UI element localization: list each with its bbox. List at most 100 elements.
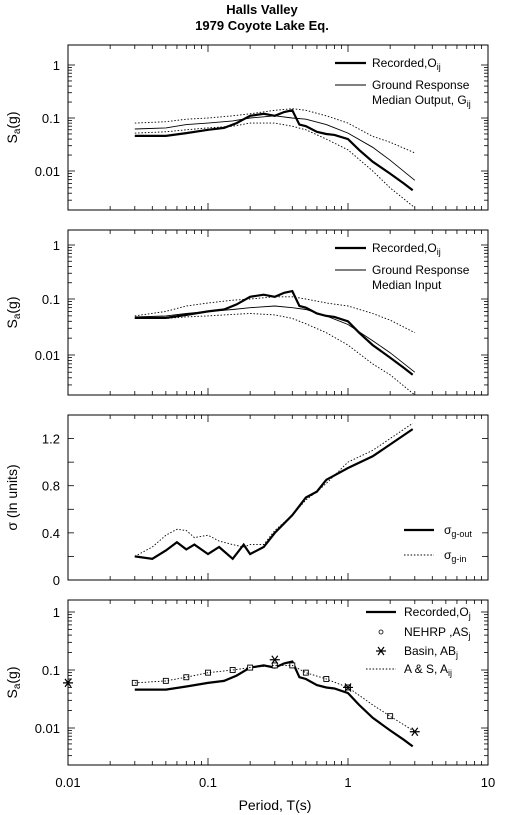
y-tick-label: 0.1 [42,111,60,126]
series-3 [134,296,416,334]
legend-label: σg-out [444,523,472,539]
y-axis-label-s: S [4,689,20,698]
series-line [134,313,416,396]
legend-label-sub: ij [437,62,441,72]
series-line [134,305,416,373]
y-axis-label-s: S [4,319,20,328]
legend-label-main: σ [444,523,452,537]
legend-label-sub: ij [448,668,452,678]
y-axis-label: σ (ln units) [4,464,20,530]
plot-frame [67,44,489,211]
legend-label: Ground Response [372,78,470,92]
legend-label: Recorded,Oij [372,56,441,72]
legend-label-main: A & S, A [404,662,448,676]
y-axis-label-sub: a [12,683,23,689]
series-3 [134,108,415,154]
legend-swatch-star [376,646,386,656]
y-axis-label: Sa(g) [4,296,23,328]
data-point-square [183,674,190,681]
series-line [134,109,414,192]
legend-label-sub: ij [437,247,441,257]
x-tick-label: 0.01 [55,775,80,790]
series-2 [134,305,416,373]
y-tick-label: 0.1 [42,663,60,678]
legend-label-main: Ground Response [372,78,470,92]
data-point-square [131,679,138,686]
y-axis-label: Sa(g) [4,666,23,698]
y-tick-label: 1.2 [42,432,60,447]
x-tick-label: 10 [481,775,495,790]
legend-label: Ground Response [372,263,470,277]
panel-2: 1 0.1 0.01 Sa(g) Recorded,Oij Ground Response… [4,229,489,396]
legend-label-main: Median Input [372,278,442,292]
title-line-1: Halls Valley [226,2,298,17]
y-tick-label: 0 [53,573,60,588]
legend-label-main: NEHRP ,AS [404,625,468,639]
legend-label: σg-in [444,548,466,564]
data-point-star [63,678,73,688]
series-2 [134,422,413,557]
legend-label-sub: j [455,650,458,660]
series-2 [134,115,416,181]
legend-label: Recorded,Oj [404,605,471,621]
title-line-2: 1979 Coyote Lake Eq. [195,18,329,33]
y-tick-label: 0.01 [35,721,60,736]
legend-label-sub: ij [467,99,471,109]
legend-label-main: σ [444,548,452,562]
plot-frame [67,229,489,396]
y-tick-label: 0.8 [42,479,60,494]
y-axis-label-rest: (g) [4,111,20,128]
legend-label: NEHRP ,ASj [404,625,470,641]
y-axis-label-sub: a [12,313,23,319]
legend-label-main: Basin, AB [404,644,456,658]
series-line [134,660,414,748]
y-tick-label: 0.4 [42,526,60,541]
legend-label-main: Recorded,O [372,241,437,255]
y-tick-label: 1 [53,605,60,620]
legend-label-main: Recorded,O [372,56,437,70]
legend-label-sub: j [467,631,470,641]
x-axis-label: Period, T(s) [239,797,312,813]
y-tick-label: 0.1 [42,292,60,307]
legend-label-main: Ground Response [372,263,470,277]
data-point-square [302,669,309,676]
y-axis-label-s: S [4,134,20,143]
series-4 [134,122,416,209]
series-1 [134,660,414,748]
series-2 [131,662,394,720]
legend-label-main: Recorded,O [404,605,469,619]
y-tick-label: 1 [53,58,60,73]
series-line [134,428,414,561]
data-point-star [409,727,420,737]
series-1 [134,428,414,561]
y-tick-label: 0.01 [35,164,60,179]
y-axis-label-sub: a [12,128,23,134]
y-axis-label: Sa(g) [4,111,23,143]
legend-label-sub: g-in [451,554,466,564]
series-line [134,115,416,181]
data-point-square [387,713,394,720]
series-line [134,108,415,154]
legend-swatch-square [378,629,384,635]
x-tick-label: 0.1 [199,775,217,790]
legend-label-sub: j [468,611,471,621]
legend-label: Median Input [372,278,442,292]
y-tick-label: 1 [53,238,60,253]
legend-label: Median Output, Gij [372,93,471,109]
series-line [134,296,416,334]
series-4 [134,313,416,396]
y-tick-label: 0.01 [35,348,60,363]
series-1 [134,109,414,192]
data-point-star [269,655,280,665]
legend-label: A & S, Aij [404,662,452,678]
series-4 [134,664,416,733]
series-line [134,422,413,557]
